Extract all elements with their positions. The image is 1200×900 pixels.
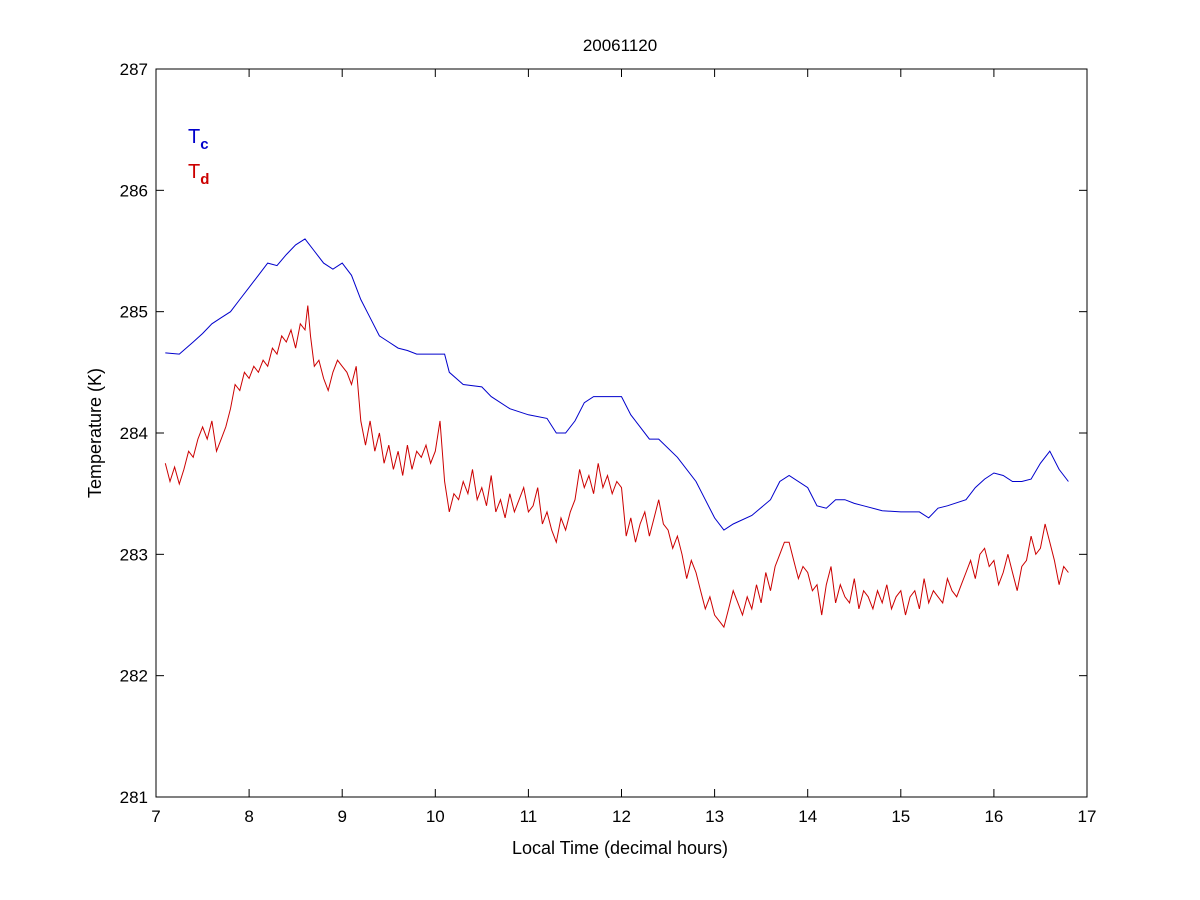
x-tick-label: 13 bbox=[705, 807, 724, 826]
series-line-td bbox=[164, 305, 1069, 629]
y-tick-label: 285 bbox=[120, 303, 148, 322]
y-tick-label: 286 bbox=[120, 181, 148, 200]
x-tick-label: 17 bbox=[1078, 807, 1097, 826]
legend-entry-tc: Tc bbox=[188, 126, 209, 153]
x-tick-label: 16 bbox=[984, 807, 1003, 826]
x-tick-label: 12 bbox=[612, 807, 631, 826]
x-tick-label: 10 bbox=[426, 807, 445, 826]
legend-label: T bbox=[188, 126, 200, 148]
y-axis: 281 282 283 284 285 286 287 bbox=[120, 60, 1087, 807]
y-tick-label: 283 bbox=[120, 545, 148, 564]
x-axis: 7 8 9 10 11 12 13 14 15 16 17 bbox=[151, 69, 1096, 826]
x-tick-label: 7 bbox=[151, 807, 160, 826]
series-line-tc bbox=[165, 238, 1069, 531]
x-tick-label: 9 bbox=[337, 807, 346, 826]
x-axis-label: Local Time (decimal hours) bbox=[512, 838, 728, 858]
series-layer bbox=[164, 238, 1069, 629]
legend-entry-td: Td bbox=[188, 161, 209, 188]
x-tick-label: 8 bbox=[244, 807, 253, 826]
x-tick-label: 15 bbox=[891, 807, 910, 826]
legend-subscript: c bbox=[200, 136, 208, 153]
y-tick-label: 281 bbox=[120, 788, 148, 807]
y-axis-label: Temperature (K) bbox=[85, 368, 105, 498]
legend-subscript: d bbox=[200, 171, 209, 188]
y-tick-label: 284 bbox=[120, 424, 148, 443]
plot-frame bbox=[155, 68, 1088, 798]
x-tick-label: 14 bbox=[798, 807, 817, 826]
y-tick-label: 282 bbox=[120, 667, 148, 686]
chart-title: 20061120 bbox=[583, 36, 657, 55]
legend-label: T bbox=[188, 161, 200, 183]
y-tick-label: 287 bbox=[120, 60, 148, 79]
x-tick-label: 11 bbox=[520, 807, 538, 826]
